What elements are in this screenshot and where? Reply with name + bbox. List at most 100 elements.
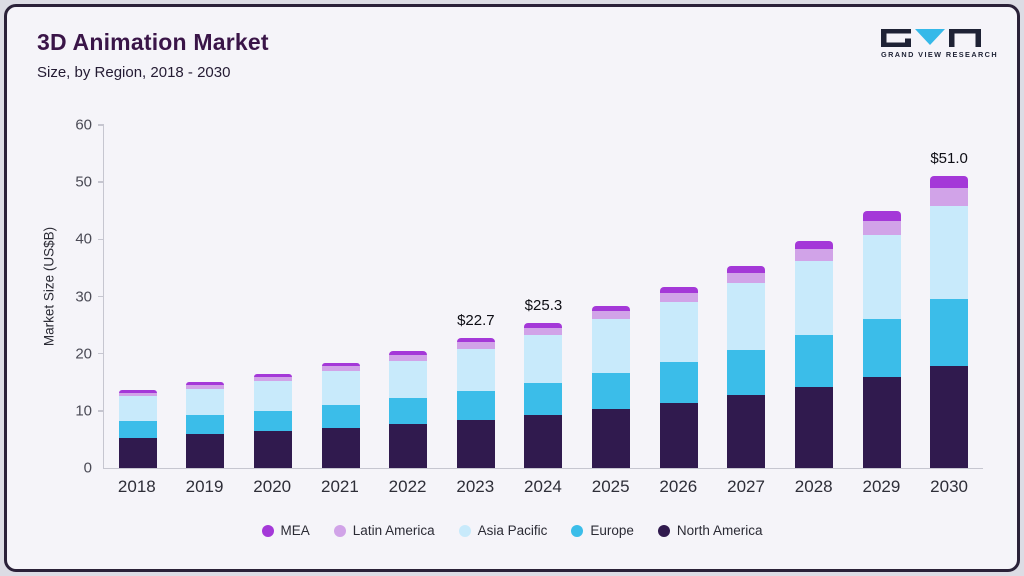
legend-item-europe: Europe	[571, 523, 634, 538]
bar-slot-2022	[374, 125, 442, 468]
segment-latin-america	[862, 220, 901, 236]
segment-mea	[930, 176, 969, 189]
segment-north-america	[186, 434, 225, 468]
logo-text: GRAND VIEW RESEARCH	[881, 50, 999, 59]
legend-label: Latin America	[352, 523, 435, 538]
segment-asia-pacific	[794, 260, 833, 336]
segment-north-america	[456, 419, 495, 468]
segment-mea	[862, 211, 901, 221]
stacked-bar-2023: $22.7	[456, 312, 495, 468]
stacked-bar-2030: $51.0	[930, 150, 969, 468]
y-tick-label: 40	[75, 230, 92, 248]
segment-mea	[524, 323, 563, 328]
segment-mea	[727, 266, 766, 273]
legend-item-latin-america: Latin America	[333, 523, 435, 538]
bar-slot-2027	[712, 125, 780, 468]
legend-swatch-icon	[458, 524, 471, 537]
segment-asia-pacific	[321, 371, 360, 406]
stacked-bar-2026	[659, 287, 698, 468]
y-tick-mark	[98, 124, 104, 126]
segment-asia-pacific	[389, 360, 428, 399]
y-tick-label: 50	[75, 173, 92, 191]
segment-europe	[592, 373, 631, 410]
segment-mea	[659, 287, 698, 294]
x-tick-label-2022: 2022	[388, 477, 427, 496]
segment-north-america	[930, 366, 969, 468]
x-tick-label-2021: 2021	[320, 477, 359, 496]
segment-europe	[524, 382, 563, 415]
stacked-bar-2024: $25.3	[524, 297, 563, 468]
page-title: 3D Animation Market	[37, 29, 269, 55]
y-tick-mark	[98, 181, 104, 183]
segment-asia-pacific	[592, 319, 631, 374]
segment-europe	[930, 299, 969, 367]
segment-north-america	[659, 402, 698, 468]
legend-swatch-icon	[261, 524, 274, 537]
stacked-bar-2028	[794, 240, 833, 468]
segment-mea	[254, 373, 293, 377]
segment-latin-america	[592, 311, 631, 320]
bar-slot-2021	[307, 125, 375, 468]
y-tick-label: 60	[75, 116, 92, 134]
segment-latin-america	[118, 392, 157, 396]
segment-latin-america	[186, 384, 225, 389]
segment-europe	[659, 362, 698, 403]
x-tick-label-2024: 2024	[524, 477, 562, 496]
segment-europe	[794, 335, 833, 387]
value-label-2023: $22.7	[457, 312, 495, 330]
bar-slot-2030: $51.0	[915, 125, 983, 468]
legend-item-mea: MEA	[261, 523, 310, 538]
x-tick-label-2028: 2028	[794, 477, 833, 496]
segment-latin-america	[321, 366, 360, 372]
segment-mea	[389, 351, 428, 355]
segment-asia-pacific	[524, 334, 563, 383]
segment-latin-america	[456, 342, 495, 349]
legend-label: Asia Pacific	[477, 523, 548, 538]
segment-europe	[862, 318, 901, 378]
segment-europe	[321, 405, 360, 428]
x-tick-label-2023: 2023	[456, 477, 495, 496]
y-tick-label: 20	[75, 345, 92, 363]
gvr-logo-icon	[881, 29, 981, 47]
legend-swatch-icon	[333, 524, 346, 537]
x-tick-label-2026: 2026	[659, 477, 698, 496]
legend-item-asia-pacific: Asia Pacific	[458, 523, 548, 538]
bars-container: $22.7 $25.3 $51.0	[104, 125, 983, 468]
legend-label: North America	[676, 523, 763, 538]
segment-asia-pacific	[186, 388, 225, 416]
stacked-bar-2019	[186, 382, 225, 468]
value-label-2024: $25.3	[524, 297, 563, 315]
x-axis-labels: 2018 2019 2020 2021 2022 2023 2024 2025 2026 2027…	[103, 477, 983, 497]
legend: MEA Latin America Asia Pacific Europe North …	[7, 523, 1017, 538]
segment-mea	[592, 306, 631, 312]
segment-mea	[321, 362, 360, 367]
x-tick-label-2025: 2025	[591, 477, 630, 496]
y-tick-mark	[98, 238, 104, 241]
legend-swatch-icon	[571, 524, 584, 537]
segment-asia-pacific	[659, 302, 698, 363]
x-tick-label-2020: 2020	[253, 477, 292, 496]
bar-slot-2024: $25.3	[510, 125, 578, 468]
y-tick-mark	[98, 410, 104, 412]
segment-europe	[727, 349, 766, 396]
segment-asia-pacific	[862, 235, 901, 319]
y-tick-mark	[98, 295, 104, 298]
y-tick-label: 30	[75, 288, 92, 305]
segment-asia-pacific	[727, 282, 766, 350]
bar-slot-2028	[780, 125, 848, 468]
segment-asia-pacific	[930, 205, 969, 300]
segment-europe	[389, 398, 428, 424]
segment-europe	[186, 415, 225, 435]
x-tick-label-2029: 2029	[862, 477, 901, 496]
x-tick-label-2027: 2027	[727, 477, 765, 496]
segment-latin-america	[524, 327, 563, 335]
segment-latin-america	[794, 248, 833, 261]
y-tick-mark	[98, 352, 104, 355]
stacked-bar-2020	[254, 373, 293, 468]
segment-north-america	[794, 386, 833, 468]
chart-header: 3D Animation Market Size, by Region, 201…	[37, 29, 269, 81]
x-tick-label-2019: 2019	[185, 477, 224, 496]
stacked-bar-2027	[727, 266, 766, 468]
segment-asia-pacific	[456, 348, 495, 392]
segment-latin-america	[389, 354, 428, 361]
